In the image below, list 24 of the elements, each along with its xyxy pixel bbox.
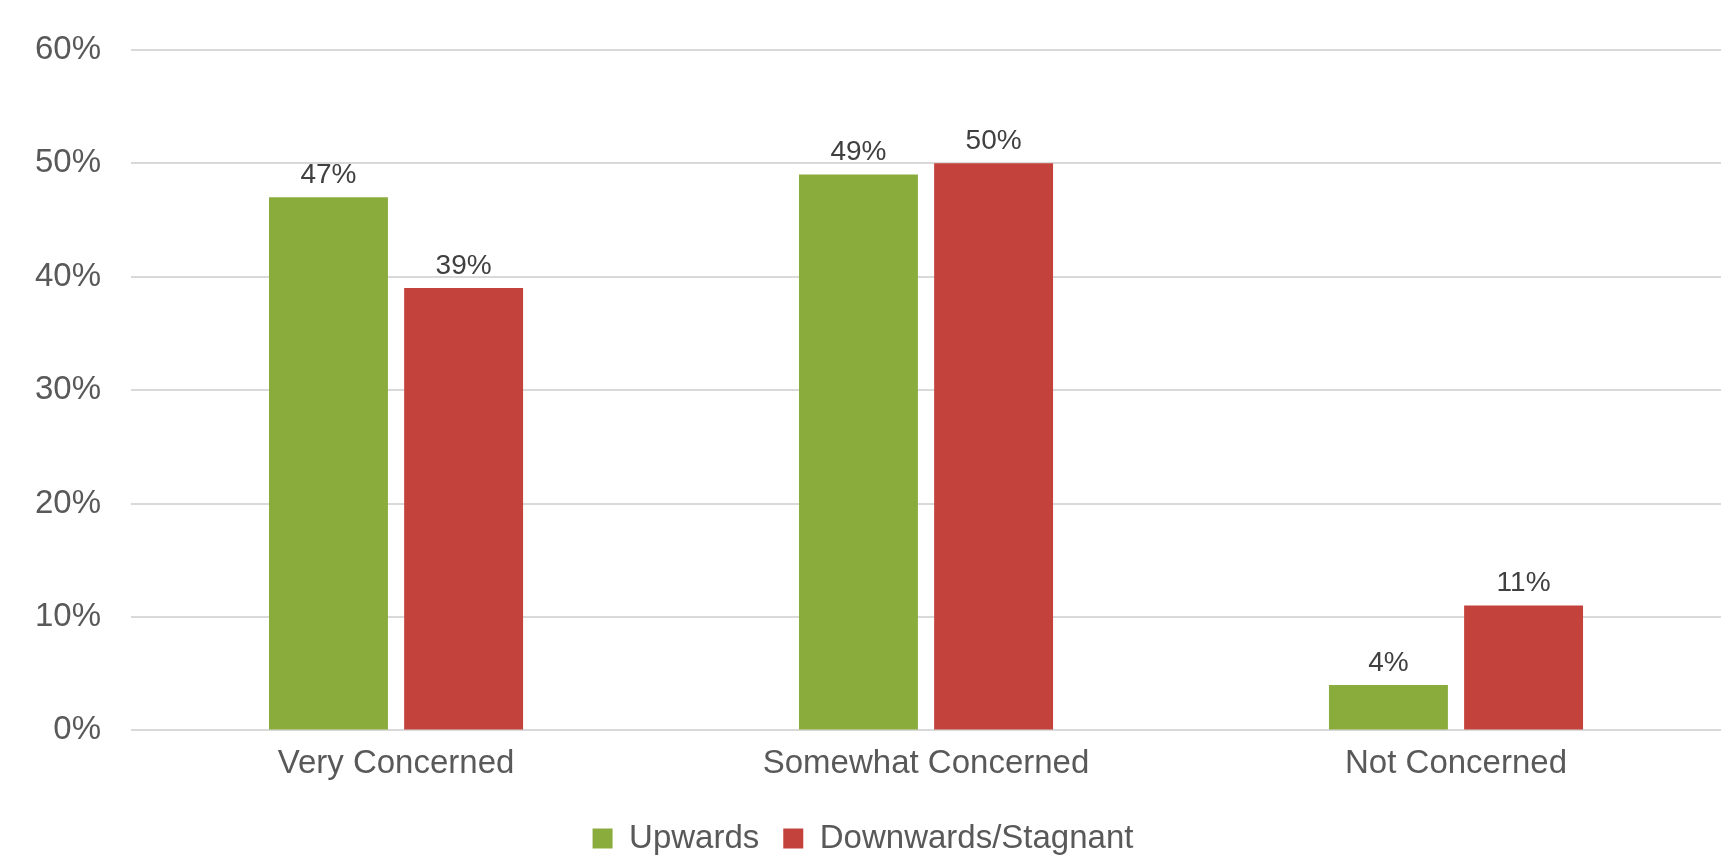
x-tick-label: Not Concerned xyxy=(1345,743,1567,781)
bar xyxy=(1328,685,1448,730)
y-tick-label: 50% xyxy=(34,142,102,180)
bar xyxy=(269,197,388,730)
bar xyxy=(934,163,1054,730)
bar xyxy=(1464,605,1584,730)
y-tick-label: 0% xyxy=(53,709,102,747)
y-tick-label: 30% xyxy=(34,369,102,407)
y-tick-label: 20% xyxy=(34,482,102,520)
data-label: 11% xyxy=(1496,566,1551,598)
x-tick-label: Very Concerned xyxy=(277,743,515,781)
data-label: 4% xyxy=(1368,645,1409,677)
y-tick-label: 10% xyxy=(34,596,102,634)
legend-label: Downwards/Stagnant xyxy=(819,817,1134,855)
y-tick-label: 40% xyxy=(34,255,102,293)
data-label: 39% xyxy=(435,248,492,280)
y-tick-label: 60% xyxy=(34,28,102,66)
legend-label: Upwards xyxy=(629,817,760,855)
bar xyxy=(404,288,524,730)
data-label: 50% xyxy=(965,123,1022,155)
bar xyxy=(798,174,918,730)
x-tick-label: Somewhat Concerned xyxy=(762,743,1090,781)
data-label: 47% xyxy=(300,157,357,189)
data-label: 49% xyxy=(830,135,887,167)
